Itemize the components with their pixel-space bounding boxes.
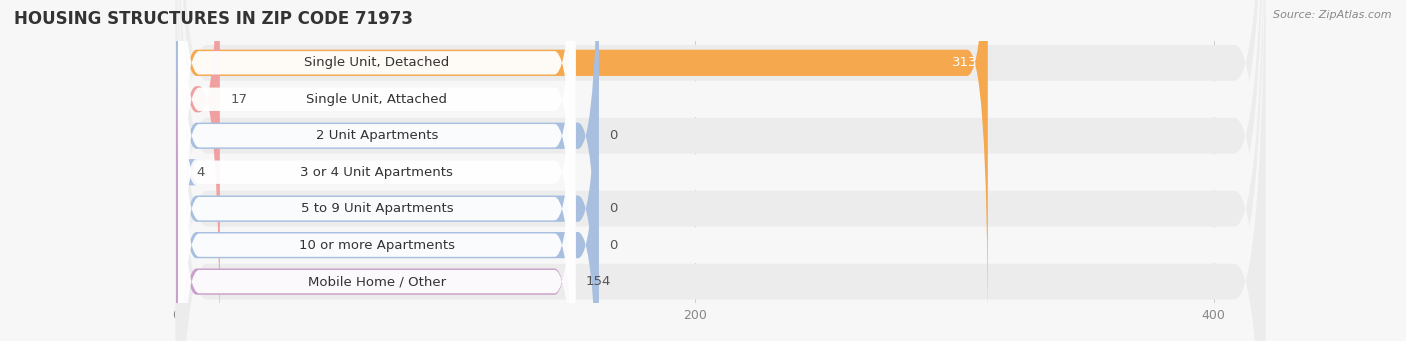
Text: 0: 0 xyxy=(609,202,617,215)
Text: 154: 154 xyxy=(586,275,612,288)
Text: HOUSING STRUCTURES IN ZIP CODE 71973: HOUSING STRUCTURES IN ZIP CODE 71973 xyxy=(14,10,413,28)
FancyBboxPatch shape xyxy=(179,0,575,341)
Text: Single Unit, Detached: Single Unit, Detached xyxy=(304,56,450,69)
Text: 313: 313 xyxy=(952,56,977,69)
FancyBboxPatch shape xyxy=(179,1,575,341)
FancyBboxPatch shape xyxy=(176,0,599,341)
FancyBboxPatch shape xyxy=(176,0,599,341)
Text: Mobile Home / Other: Mobile Home / Other xyxy=(308,275,446,288)
FancyBboxPatch shape xyxy=(176,0,1265,341)
Text: 10 or more Apartments: 10 or more Apartments xyxy=(299,239,454,252)
FancyBboxPatch shape xyxy=(176,0,1265,341)
FancyBboxPatch shape xyxy=(176,0,988,341)
FancyBboxPatch shape xyxy=(176,0,1265,341)
Text: 4: 4 xyxy=(197,166,205,179)
FancyBboxPatch shape xyxy=(176,0,1265,341)
Text: Source: ZipAtlas.com: Source: ZipAtlas.com xyxy=(1274,10,1392,20)
FancyBboxPatch shape xyxy=(179,0,575,341)
FancyBboxPatch shape xyxy=(176,0,599,341)
FancyBboxPatch shape xyxy=(176,0,219,341)
Text: 17: 17 xyxy=(231,93,247,106)
FancyBboxPatch shape xyxy=(176,3,575,341)
Text: 5 to 9 Unit Apartments: 5 to 9 Unit Apartments xyxy=(301,202,453,215)
Text: 3 or 4 Unit Apartments: 3 or 4 Unit Apartments xyxy=(301,166,453,179)
FancyBboxPatch shape xyxy=(166,0,197,341)
Text: 0: 0 xyxy=(609,239,617,252)
FancyBboxPatch shape xyxy=(176,0,1265,341)
FancyBboxPatch shape xyxy=(176,0,1265,341)
FancyBboxPatch shape xyxy=(179,0,575,341)
FancyBboxPatch shape xyxy=(176,0,1265,341)
Text: 0: 0 xyxy=(609,129,617,142)
Text: 2 Unit Apartments: 2 Unit Apartments xyxy=(315,129,439,142)
FancyBboxPatch shape xyxy=(179,0,575,341)
Text: Single Unit, Attached: Single Unit, Attached xyxy=(307,93,447,106)
FancyBboxPatch shape xyxy=(179,0,575,341)
FancyBboxPatch shape xyxy=(179,0,575,341)
